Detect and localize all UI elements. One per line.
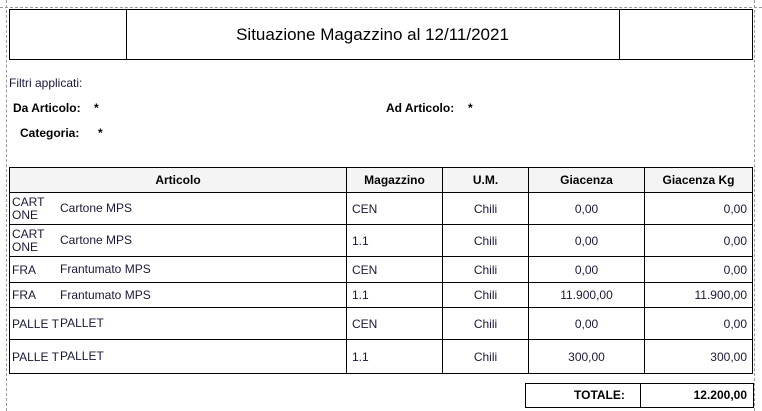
stock-table: Articolo Magazzino U.M. Giacenza Giacenz… — [9, 167, 753, 374]
table-row: CART ONE Cartone MPS CEN Chili 0,00 0,00 — [9, 192, 753, 225]
categoria-value: * — [98, 126, 103, 140]
col-um: U.M. — [442, 167, 529, 193]
um-cell: Chili — [442, 224, 529, 257]
article-desc: Frantumato MPS — [60, 262, 151, 277]
giacenza-kg-cell: 0,00 — [644, 224, 753, 257]
articolo-cell: PALLE TPALLET — [9, 339, 347, 374]
magazzino-cell: CEN — [346, 307, 443, 340]
article-code: FRA — [12, 288, 36, 303]
magazzino-cell: 1.1 — [346, 339, 443, 374]
ad-articolo-label: Ad Articolo: — [386, 101, 455, 115]
magazzino-cell: 1.1 — [346, 224, 443, 257]
article-desc: Cartone MPS — [60, 232, 133, 247]
article-desc: PALLET — [60, 316, 104, 331]
giacenza-kg-cell: 0,00 — [644, 192, 753, 225]
articolo-cell: CART ONE Cartone MPS — [9, 192, 347, 225]
col-giacenza-kg: Giacenza Kg — [644, 167, 753, 193]
page-border-top — [0, 7, 762, 8]
col-giacenza: Giacenza — [528, 167, 645, 193]
article-code: FRA — [12, 262, 36, 277]
col-magazzino: Magazzino — [346, 167, 443, 193]
ad-articolo-value: * — [468, 101, 473, 115]
article-code: CART ONE — [12, 226, 45, 254]
filters-heading: Filtri applicati: — [9, 76, 83, 90]
article-code: PALLE T — [12, 316, 59, 331]
da-articolo-label: Da Articolo: — [13, 101, 81, 115]
article-code: PALLE T — [12, 349, 59, 364]
giacenza-kg-cell: 0,00 — [644, 256, 753, 283]
article-desc: Frantumato MPS — [60, 287, 151, 302]
article-desc: Cartone MPS — [60, 200, 133, 215]
total-box: TOTALE: 12.200,00 — [525, 383, 754, 408]
table-row: PALLE TPALLET CEN Chili 0,00 0,00 — [9, 307, 753, 340]
giacenza-cell: 0,00 — [528, 192, 645, 225]
report-header: Situazione Magazzino al 12/11/2021 — [9, 9, 753, 60]
giacenza-cell: 0,00 — [528, 307, 645, 340]
page-border-left — [6, 0, 7, 411]
magazzino-cell: CEN — [346, 192, 443, 225]
articolo-cell: PALLE TPALLET — [9, 307, 347, 340]
col-articolo: Articolo — [9, 167, 347, 193]
um-cell: Chili — [442, 282, 529, 308]
giacenza-cell: 11.900,00 — [528, 282, 645, 308]
total-value: 12.200,00 — [693, 388, 747, 402]
report-title: Situazione Magazzino al 12/11/2021 — [236, 25, 509, 44]
magazzino-cell: 1.1 — [346, 282, 443, 308]
page-border-right — [754, 0, 755, 411]
giacenza-cell: 300,00 — [528, 339, 645, 374]
article-desc: PALLET — [60, 349, 104, 364]
table-row: FRA Frantumato MPS 1.1 Chili 11.900,00 11… — [9, 282, 753, 308]
articolo-cell: FRA Frantumato MPS — [9, 282, 347, 308]
um-cell: Chili — [442, 256, 529, 283]
um-cell: Chili — [442, 192, 529, 225]
giacenza-kg-cell: 11.900,00 — [644, 282, 753, 308]
articolo-cell: CART ONE Cartone MPS — [9, 224, 347, 257]
article-code: CART ONE — [12, 194, 45, 222]
giacenza-cell: 0,00 — [528, 224, 645, 257]
um-cell: Chili — [442, 339, 529, 374]
giacenza-cell: 0,00 — [528, 256, 645, 283]
table-row: PALLE TPALLET 1.1 Chili 300,00 300,00 — [9, 339, 753, 374]
articolo-cell: FRA Frantumato MPS — [9, 256, 347, 283]
um-cell: Chili — [442, 307, 529, 340]
da-articolo-value: * — [94, 101, 99, 115]
table-row: CART ONE Cartone MPS 1.1 Chili 0,00 0,00 — [9, 224, 753, 257]
total-label: TOTALE: — [574, 388, 625, 402]
giacenza-kg-cell: 0,00 — [644, 307, 753, 340]
table-row: FRA Frantumato MPS CEN Chili 0,00 0,00 — [9, 256, 753, 283]
magazzino-cell: CEN — [346, 256, 443, 283]
categoria-label: Categoria: — [20, 126, 80, 140]
giacenza-kg-cell: 300,00 — [644, 339, 753, 374]
